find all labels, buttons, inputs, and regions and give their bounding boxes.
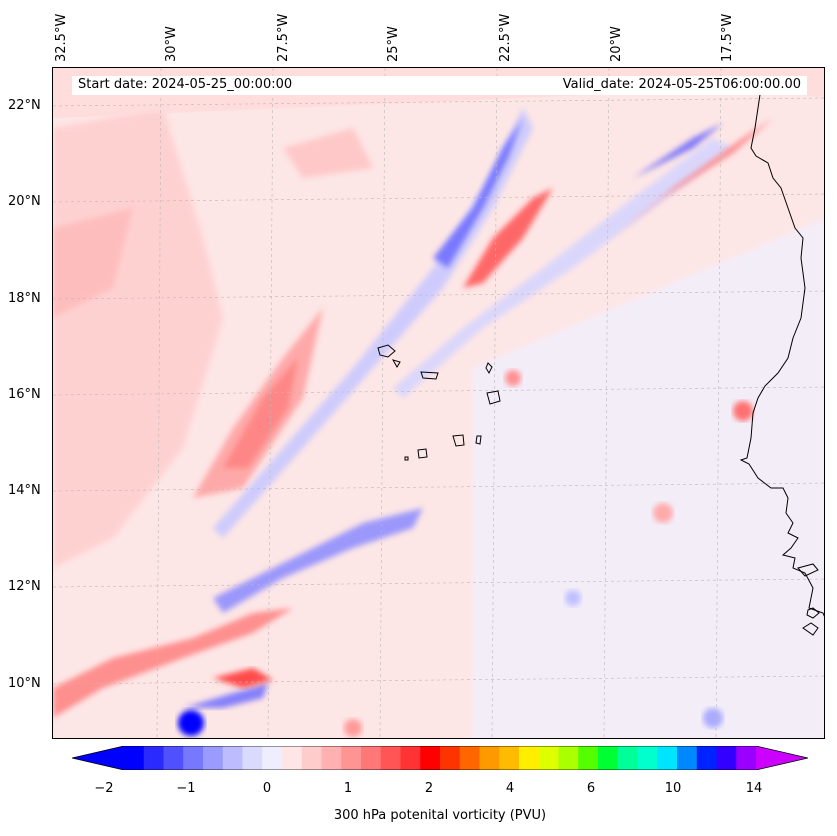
cb-tick-label: −1 <box>176 781 196 796</box>
lon-label-17-5w: 17.5°W <box>720 13 735 62</box>
lat-label-18n: 18°N <box>8 291 41 306</box>
cb-tick-label: −2 <box>94 781 114 796</box>
start-date-text: Start date: 2024-05-25_00:00:00 <box>78 77 293 92</box>
lat-label-20n: 20°N <box>8 194 41 209</box>
colorbar-bin <box>242 746 263 770</box>
cb-tick-label: 1 <box>343 781 353 796</box>
colorbar-bin <box>479 746 500 770</box>
colorbar-label: 300 hPa potenital vorticity (PVU) <box>333 808 547 823</box>
colorbar-bin <box>321 746 342 770</box>
colorbar-bin <box>203 746 224 770</box>
lat-label-14n: 14°N <box>8 483 41 498</box>
colorbar-bin <box>262 746 283 770</box>
colorbar-bin <box>677 746 698 770</box>
colorbar-bin <box>301 746 322 770</box>
colorbar-bin <box>657 746 678 770</box>
lon-label-22-5w: 22.5°W <box>498 13 513 62</box>
pv-map <box>52 67 825 739</box>
lon-label-30w: 30°W <box>164 26 179 62</box>
colorbar-bin <box>499 746 520 770</box>
colorbar-bin <box>282 746 303 770</box>
colorbar-bin <box>183 746 204 770</box>
colorbar-bin <box>637 746 658 770</box>
colorbar-bin <box>341 746 362 770</box>
colorbar-bin <box>558 746 579 770</box>
colorbar-bin <box>163 746 184 770</box>
lat-label-22n: 22°N <box>8 98 41 113</box>
colorbar-over-extend <box>756 746 808 770</box>
valid-date-text: Valid_date: 2024-05-25T06:00:00.00 <box>562 77 801 92</box>
colorbar-bin <box>696 746 717 770</box>
colorbar-bin <box>716 746 737 770</box>
colorbar-bin <box>361 746 382 770</box>
colorbar-bin <box>380 746 401 770</box>
colorbar-bin <box>736 746 757 770</box>
colorbar-bin <box>222 746 243 770</box>
colorbar-bin <box>459 746 480 770</box>
colorbar-bin <box>617 746 638 770</box>
colorbar-bin <box>143 746 164 770</box>
cb-tick-label: 14 <box>745 781 763 796</box>
cb-tick-label: 10 <box>664 781 682 796</box>
colorbar-bin <box>538 746 559 770</box>
lon-label-20w: 20°W <box>609 26 624 62</box>
lon-label-27-5w: 27.5°W <box>276 13 291 62</box>
colorbar-bin <box>400 746 421 770</box>
colorbar-bin <box>440 746 461 770</box>
colorbar-bin <box>598 746 619 770</box>
pv-field <box>53 68 824 738</box>
lat-label-16n: 16°N <box>8 387 41 402</box>
lon-label-25w: 25°W <box>386 26 401 62</box>
colorbar-bin <box>124 746 145 770</box>
colorbar <box>72 746 808 770</box>
lon-label-32-5w: 32.5°W <box>54 13 69 62</box>
cb-tick-label: 6 <box>586 781 596 796</box>
cb-tick-label: 2 <box>424 781 434 796</box>
lat-label-10n: 10°N <box>8 676 41 691</box>
colorbar-bin <box>519 746 540 770</box>
cb-tick-label: 0 <box>262 781 272 796</box>
date-annotation: Start date: 2024-05-25_00:00:00 Valid_da… <box>72 76 807 95</box>
colorbar-bin <box>578 746 599 770</box>
lat-label-12n: 12°N <box>8 579 41 594</box>
cb-tick-label: 4 <box>505 781 515 796</box>
colorbar-under-extend <box>72 746 124 770</box>
colorbar-bin <box>420 746 441 770</box>
